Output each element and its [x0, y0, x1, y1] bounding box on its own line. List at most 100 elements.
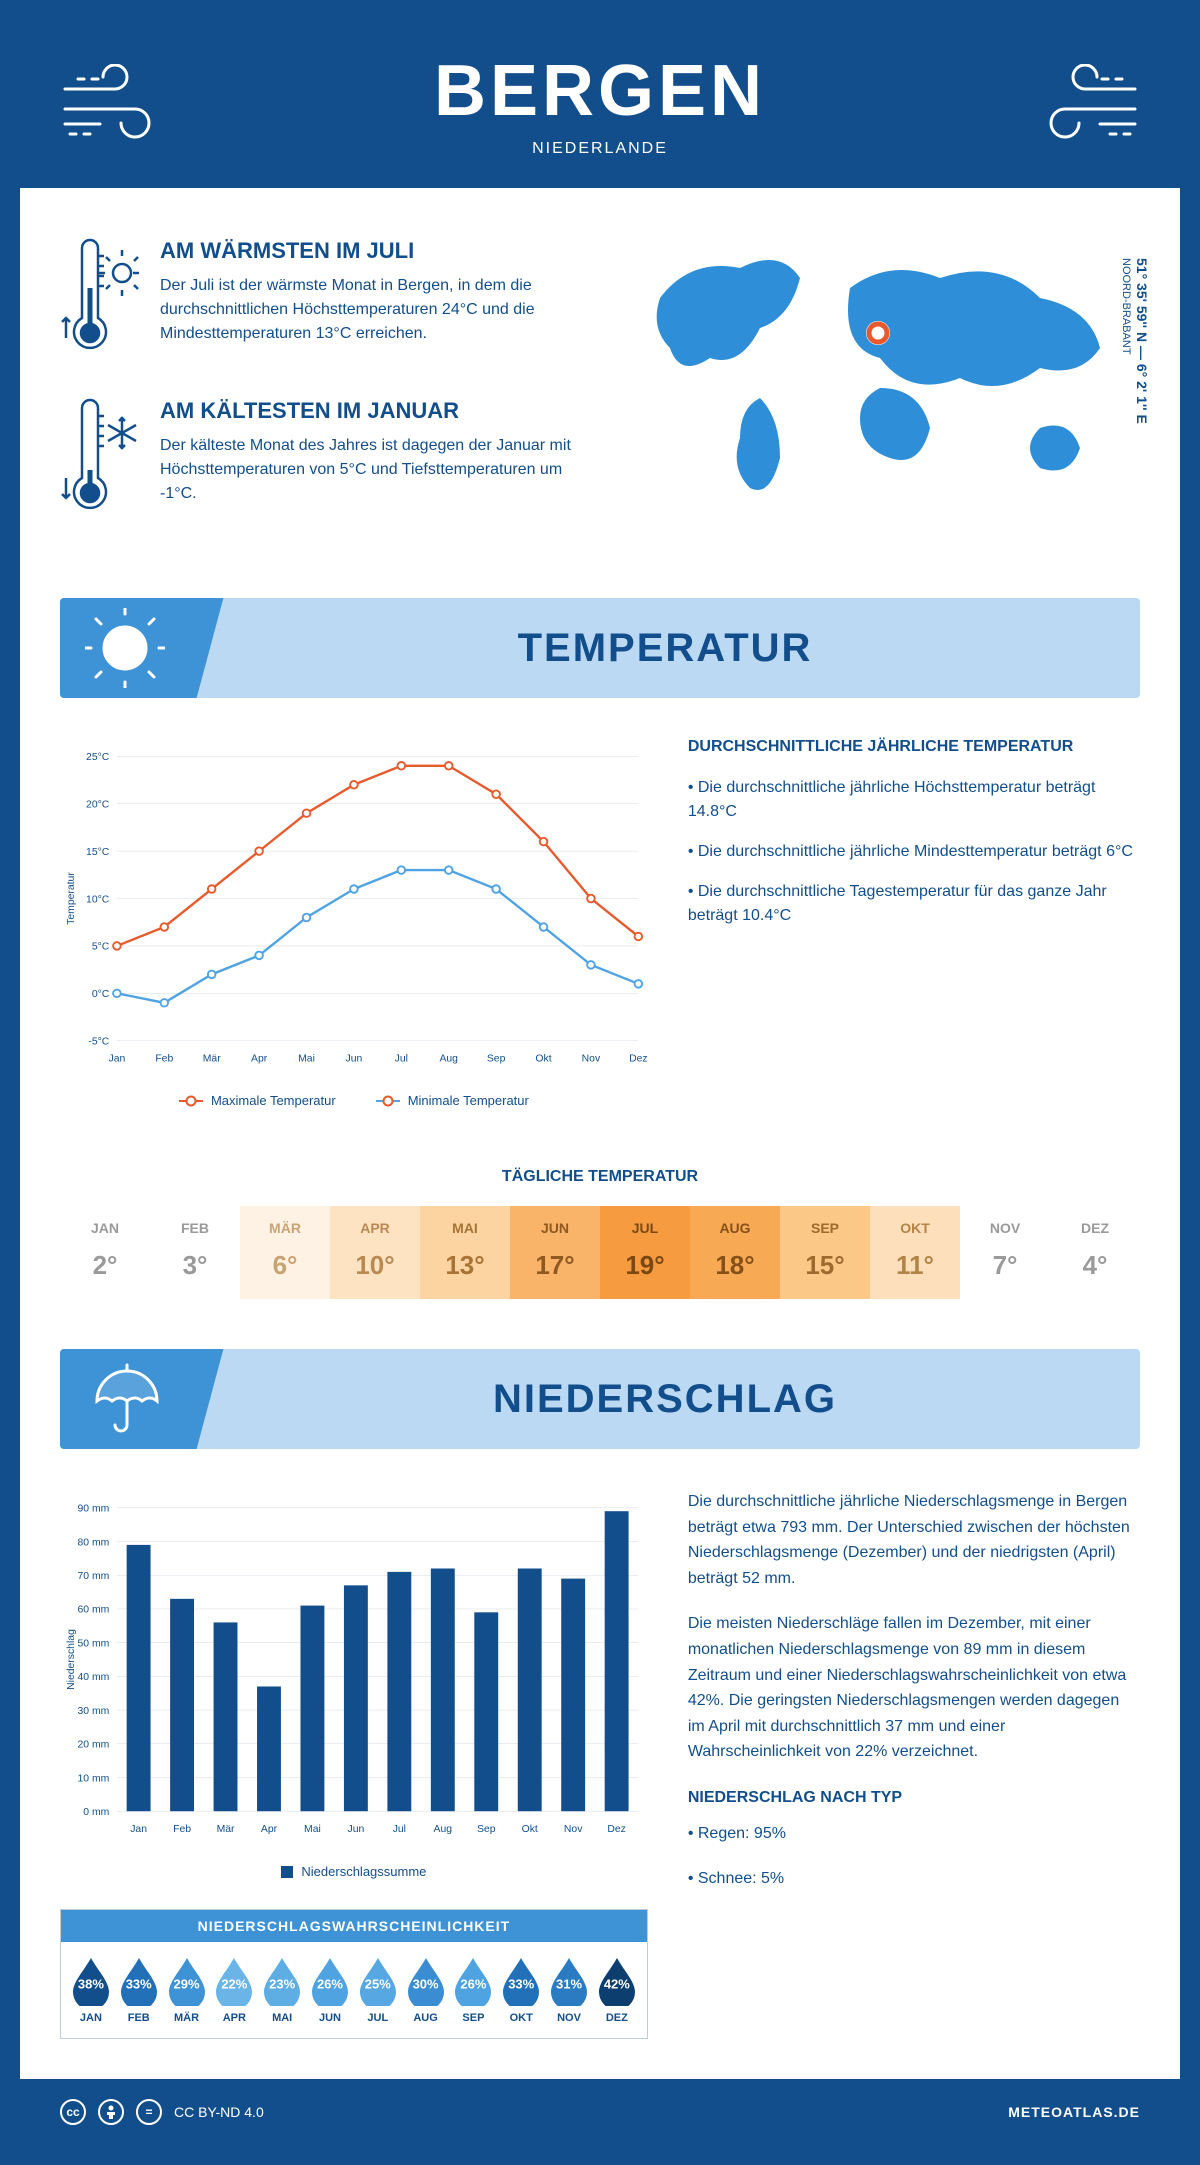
temp-legend: .legend-sw:nth-child(1)::after{border-co… [60, 1093, 648, 1108]
prob-title: NIEDERSCHLAGSWAHRSCHEINLICHKEIT [61, 1910, 647, 1942]
daily-temperature-table: JAN 2° FEB 3° MÄR 6° APR 10° MAI 13° JUN… [60, 1206, 1140, 1299]
nd-icon: = [136, 2099, 162, 2125]
svg-text:Feb: Feb [173, 1824, 191, 1835]
daily-cell: JAN 2° [60, 1206, 150, 1299]
svg-text:0 mm: 0 mm [83, 1807, 109, 1818]
coldest-fact: AM KÄLTESTEN IM JANUAR Der kälteste Mona… [60, 398, 580, 518]
svg-text:Okt: Okt [535, 1054, 551, 1065]
svg-text:10°C: 10°C [86, 894, 110, 905]
thermometer-hot-icon [60, 238, 140, 358]
prob-cell: 31% NOV [545, 1956, 593, 2024]
coldest-text: Der kälteste Monat des Jahres ist dagege… [160, 434, 580, 506]
coldest-title: AM KÄLTESTEN IM JANUAR [160, 398, 580, 424]
daily-cell: APR 10° [330, 1206, 420, 1299]
svg-text:Niederschlag: Niederschlag [66, 1629, 77, 1690]
daily-cell: FEB 3° [150, 1206, 240, 1299]
temp-bullet-2: • Die durchschnittliche Tagestemperatur … [688, 880, 1140, 928]
umbrella-icon [60, 1349, 190, 1449]
svg-text:Jun: Jun [346, 1054, 363, 1065]
precipitation-info: Die durchschnittliche jährliche Niedersc… [688, 1489, 1140, 2039]
sun-icon [60, 598, 190, 698]
daily-cell: SEP 15° [780, 1206, 870, 1299]
prob-cell: 26% SEP [450, 1956, 498, 2024]
precipitation-section: 0 mm 10 mm 20 mm 30 mm 40 mm 50 mm 60 mm 70 mm 8… [20, 1449, 1180, 2079]
precipitation-banner: NIEDERSCHLAG [60, 1349, 1140, 1449]
svg-text:40 mm: 40 mm [77, 1672, 109, 1683]
precipitation-probability-box: NIEDERSCHLAGSWAHRSCHEINLICHKEIT 38% JAN … [60, 1909, 648, 2039]
legend-min: Minimale Temperatur [408, 1093, 529, 1108]
temp-info-title: DURCHSCHNITTLICHE JÄHRLICHE TEMPERATUR [688, 738, 1140, 756]
svg-text:50 mm: 50 mm [77, 1638, 109, 1649]
svg-text:Aug: Aug [434, 1824, 453, 1835]
content: BERGEN NIEDERLANDE [20, 20, 1180, 2079]
precip-legend-label: Niederschlagssumme [301, 1864, 426, 1879]
svg-text:Temperatur: Temperatur [66, 872, 77, 925]
precip-text-1: Die durchschnittliche jährliche Niedersc… [688, 1489, 1140, 1591]
svg-text:0°C: 0°C [92, 989, 110, 1000]
daily-cell: OKT 11° [870, 1206, 960, 1299]
by-icon [98, 2099, 124, 2125]
legend-max: Maximale Temperatur [211, 1093, 336, 1108]
svg-text:Feb: Feb [155, 1054, 173, 1065]
svg-text:80 mm: 80 mm [77, 1537, 109, 1548]
svg-text:Sep: Sep [487, 1054, 506, 1065]
wind-icon-right [1020, 64, 1140, 144]
svg-text:10 mm: 10 mm [77, 1773, 109, 1784]
prob-cell: 38% JAN [67, 1956, 115, 2024]
temperature-info: DURCHSCHNITTLICHE JÄHRLICHE TEMPERATUR •… [688, 738, 1140, 1108]
svg-text:Jan: Jan [108, 1054, 125, 1065]
svg-text:Jan: Jan [130, 1824, 147, 1835]
region-label: NOORD-BRABANT [1120, 258, 1132, 355]
thermometer-cold-icon [60, 398, 140, 518]
prob-cell: 30% AUG [402, 1956, 450, 2024]
city-name: BERGEN [180, 50, 1020, 132]
svg-text:Apr: Apr [261, 1824, 278, 1835]
temperature-chart: -5°C0°C5°C10°C15°C20°C25°CJanFebMärAprMa… [60, 738, 648, 1108]
prob-cell: 26% JUN [306, 1956, 354, 2024]
svg-text:Dez: Dez [629, 1054, 648, 1065]
svg-text:20°C: 20°C [86, 800, 110, 811]
prob-cell: 23% MAI [258, 1956, 306, 2024]
svg-text:70 mm: 70 mm [77, 1571, 109, 1582]
license-text: CC BY-ND 4.0 [174, 2104, 264, 2120]
prob-cell: 33% FEB [115, 1956, 163, 2024]
daily-cell: MÄR 6° [240, 1206, 330, 1299]
svg-text:Jul: Jul [395, 1054, 408, 1065]
warmest-fact: AM WÄRMSTEN IM JULI Der Juli ist der wär… [60, 238, 580, 358]
daily-temp-title: TÄGLICHE TEMPERATUR [20, 1168, 1180, 1186]
prob-cell: 33% OKT [497, 1956, 545, 2024]
wind-icon-left [60, 64, 180, 144]
precipitation-title: NIEDERSCHLAG [190, 1349, 1140, 1449]
prob-cell: 29% MÄR [163, 1956, 211, 2024]
svg-text:30 mm: 30 mm [77, 1706, 109, 1717]
svg-text:5°C: 5°C [92, 942, 110, 953]
svg-text:Aug: Aug [439, 1054, 458, 1065]
daily-cell: AUG 18° [690, 1206, 780, 1299]
precip-type-0: • Regen: 95% [688, 1821, 1140, 1847]
warmest-title: AM WÄRMSTEN IM JULI [160, 238, 580, 264]
daily-cell: MAI 13° [420, 1206, 510, 1299]
warmest-text: Der Juli ist der wärmste Monat in Bergen… [160, 274, 580, 346]
daily-cell: NOV 7° [960, 1206, 1050, 1299]
prob-cell: 25% JUL [354, 1956, 402, 2024]
svg-text:90 mm: 90 mm [77, 1504, 109, 1515]
site-name: METEOATLAS.DE [1008, 2104, 1140, 2120]
svg-text:20 mm: 20 mm [77, 1740, 109, 1751]
svg-text:Apr: Apr [251, 1054, 268, 1065]
svg-text:Dez: Dez [607, 1824, 626, 1835]
svg-text:Jul: Jul [393, 1824, 406, 1835]
daily-cell: JUN 17° [510, 1206, 600, 1299]
world-map-icon [620, 238, 1140, 518]
svg-text:-5°C: -5°C [88, 1037, 109, 1048]
svg-text:Mär: Mär [217, 1824, 235, 1835]
precip-type-title: NIEDERSCHLAG NACH TYP [688, 1785, 1140, 1811]
precip-legend: Niederschlagssumme [60, 1864, 648, 1879]
coordinates: 51° 35' 59'' N — 6° 2' 1'' E [1134, 258, 1150, 424]
svg-text:Mai: Mai [304, 1824, 321, 1835]
svg-text:Mai: Mai [298, 1054, 315, 1065]
svg-text:Sep: Sep [477, 1824, 496, 1835]
svg-text:15°C: 15°C [86, 847, 110, 858]
svg-text:60 mm: 60 mm [77, 1605, 109, 1616]
daily-cell: JUL 19° [600, 1206, 690, 1299]
country-name: NIEDERLANDE [180, 140, 1020, 158]
